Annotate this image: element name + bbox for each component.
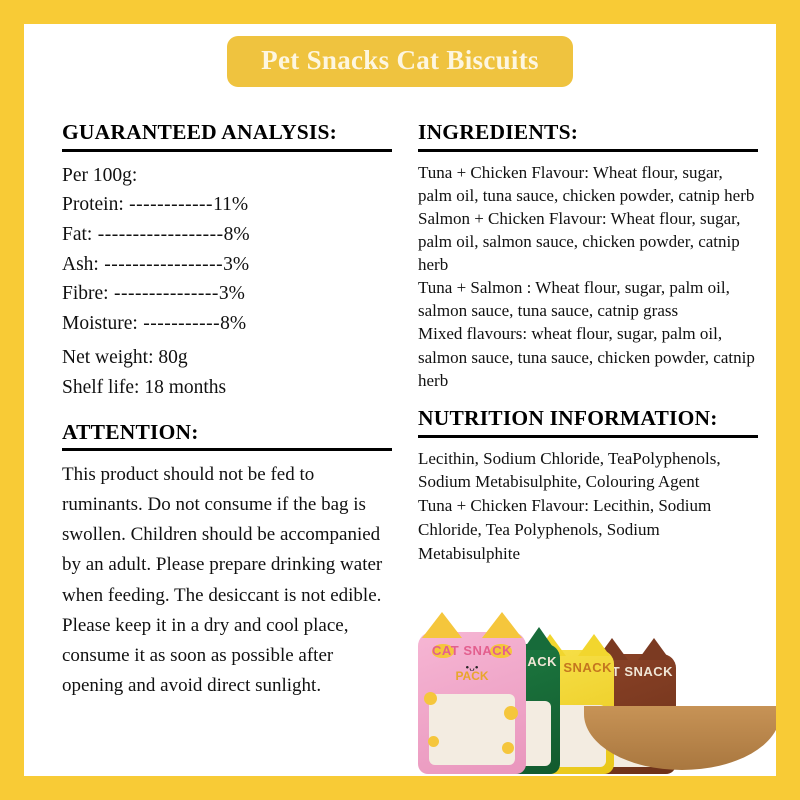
pouch-pink: •ᴗ• CAT SNACK PACK xyxy=(418,612,526,774)
nutrition-list: Lecithin, Sodium Chloride, TeaPolyphenol… xyxy=(418,447,758,566)
analysis-list: Per 100g: Protein: ------------11% Fat: … xyxy=(62,161,392,403)
analysis-leader: ----------- xyxy=(137,312,221,334)
analysis-row: Fat: ------------------8% xyxy=(62,220,392,250)
pouch-text: CAT SNACK xyxy=(431,643,513,659)
heading-rule xyxy=(62,148,392,152)
analysis-label: Fat: xyxy=(62,223,93,245)
analysis-leader: ------------------ xyxy=(92,223,224,245)
analysis-leader: --------------- xyxy=(108,283,219,305)
ingredient-block: Tuna + Salmon : Wheat flour, sugar, palm… xyxy=(418,278,730,321)
analysis-value: 8% xyxy=(223,223,250,245)
attention-text: This product should not be fed to rumina… xyxy=(62,464,383,696)
analysis-row: Protein: ------------11% xyxy=(62,190,392,220)
nutrition-block: Tuna + Chicken Flavour: Lecithin, Sodium… xyxy=(418,496,712,563)
ingredients-list: Tuna + Chicken Flavour: Wheat flour, sug… xyxy=(418,161,758,392)
analysis-label: Protein: xyxy=(62,194,124,216)
eye-left-icon xyxy=(432,644,454,658)
analysis-label: Moisture: xyxy=(62,312,138,334)
analysis-leader: ----------------- xyxy=(98,253,224,275)
pouch-subtext: PACK xyxy=(455,668,489,683)
left-column: GUARANTEED ANALYSIS: Per 100g: Protein: … xyxy=(62,120,392,701)
analysis-value: 11% xyxy=(213,194,249,216)
eye-right-icon xyxy=(490,644,512,658)
heading-rule xyxy=(418,434,758,438)
attention-heading: ATTENTION: xyxy=(62,419,199,444)
analysis-row: Ash: -----------------3% xyxy=(62,250,392,280)
ingredients-heading: INGREDIENTS: xyxy=(418,120,579,144)
right-column: INGREDIENTS: Tuna + Chicken Flavour: Whe… xyxy=(418,120,758,566)
analysis-value: 3% xyxy=(223,253,250,275)
analysis-leader: ------------ xyxy=(123,194,214,216)
label-card: Pet Snacks Cat Biscuits GUARANTEED ANALY… xyxy=(24,24,776,776)
heading-rule xyxy=(62,448,392,452)
analysis-label: Ash: xyxy=(62,253,99,275)
analysis-row: Moisture: -----------8% xyxy=(62,309,392,339)
title-banner-wrap: Pet Snacks Cat Biscuits xyxy=(24,36,776,87)
guaranteed-analysis-heading: GUARANTEED ANALYSIS: xyxy=(62,120,338,144)
page-title: Pet Snacks Cat Biscuits xyxy=(227,36,573,87)
nutrition-heading: NUTRITION INFORMATION: xyxy=(418,405,718,430)
heading-rule xyxy=(418,148,758,152)
analysis-value: 8% xyxy=(220,312,247,334)
net-weight: Net weight: 80g xyxy=(62,347,188,369)
pouch-window xyxy=(428,694,516,766)
analysis-basis: Per 100g: xyxy=(62,164,138,186)
shelf-life: Shelf life: 18 months xyxy=(62,377,227,399)
analysis-label: Fibre: xyxy=(62,283,109,305)
analysis-value: 3% xyxy=(218,283,245,305)
nose-icon: •ᴗ• xyxy=(465,662,479,674)
product-photo: CAT SNACK CAT SNACK CAT SNACK •ᴗ• CAT xyxy=(418,610,776,776)
nutrition-block: Lecithin, Sodium Chloride, TeaPolyphenol… xyxy=(418,448,721,492)
ingredient-block: Mixed flavours: wheat flour, sugar, palm… xyxy=(418,324,755,390)
ingredient-block: Tuna + Chicken Flavour: Wheat flour, sug… xyxy=(418,162,755,205)
ingredient-block: Salmon + Chicken Flavour: Wheat flour, s… xyxy=(418,208,741,275)
analysis-row: Fibre: ---------------3% xyxy=(62,279,392,309)
